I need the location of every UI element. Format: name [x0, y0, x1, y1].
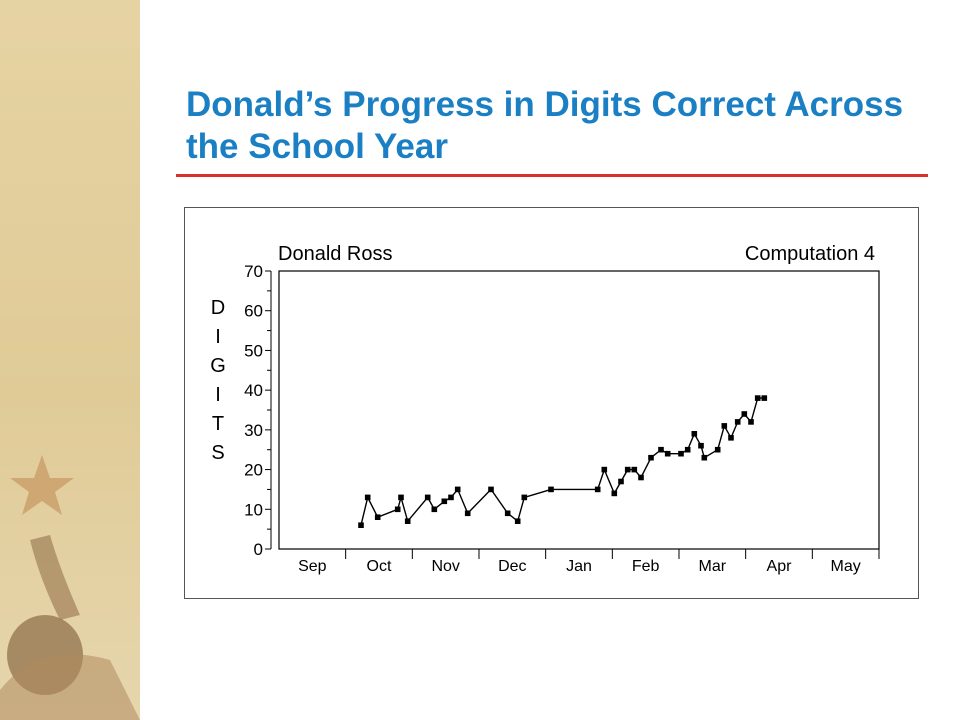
data-point [748, 419, 754, 425]
x-tick-label: Nov [431, 558, 459, 575]
data-point [648, 454, 654, 461]
y-label-letter: T [212, 413, 224, 435]
x-tick-label: Feb [632, 558, 660, 575]
data-point [404, 518, 411, 524]
side-panel [0, 0, 140, 720]
data-point [448, 494, 454, 501]
x-tick-label: Oct [367, 558, 392, 575]
data-point [734, 419, 741, 425]
y-tick-label: 30 [244, 421, 263, 440]
y-tick-label: 20 [244, 461, 263, 480]
y-tick-label: 70 [244, 262, 263, 281]
data-point [594, 486, 601, 493]
data-point [754, 395, 761, 401]
student-arm [30, 535, 80, 620]
y-label-letter: G [210, 355, 226, 377]
chart-title: Donald Ross [278, 243, 393, 265]
y-label-letter: I [215, 326, 221, 348]
y-label-letter: S [211, 442, 224, 464]
chart-subtitle: Computation 4 [745, 243, 875, 265]
data-point [394, 506, 401, 513]
student-body [0, 654, 140, 720]
y-tick-label: 40 [244, 381, 263, 400]
data-point [684, 446, 691, 453]
data-point [714, 446, 721, 453]
data-point [464, 510, 471, 517]
data-point [441, 498, 448, 505]
x-tick-label: Apr [767, 558, 793, 575]
data-point [698, 442, 704, 449]
star-shape [10, 455, 74, 515]
data-point [504, 510, 511, 517]
y-tick-label: 50 [244, 341, 263, 360]
data-point [514, 518, 521, 524]
data-point [691, 431, 698, 437]
data-point [624, 466, 631, 473]
y-tick-label: 60 [244, 302, 263, 321]
data-point [424, 494, 431, 501]
data-point [664, 450, 671, 457]
y-axis: 70 60 50 40 30 20 10 0 [244, 262, 272, 559]
x-tick-label: Sep [298, 558, 327, 575]
data-point [658, 446, 664, 453]
data-point [521, 494, 528, 501]
data-point [618, 478, 624, 485]
series-line [360, 397, 765, 526]
x-tick-label: May [831, 558, 861, 575]
student-star-art [0, 455, 140, 720]
data-point [454, 486, 461, 493]
data-point [374, 514, 381, 520]
data-point [631, 466, 638, 473]
data-point [741, 411, 748, 417]
y-tick-label: 10 [244, 500, 263, 519]
y-tick-label: 0 [254, 540, 263, 559]
x-tick-label: Mar [699, 558, 727, 575]
data-series [358, 395, 768, 528]
data-point [728, 435, 734, 441]
y-label-letter: D [211, 297, 225, 319]
data-point [431, 506, 438, 513]
title-rule [176, 174, 928, 177]
data-point [364, 494, 371, 501]
plot-area [278, 270, 880, 550]
x-tick-label: Dec [498, 558, 526, 575]
data-point [701, 454, 708, 461]
data-point [548, 486, 554, 493]
data-point [398, 494, 404, 501]
data-point [358, 522, 364, 528]
slide-title: Donald’s Progress in Digits Correct Acro… [186, 85, 904, 166]
data-point [638, 474, 644, 481]
y-label-letter: I [215, 384, 221, 406]
x-tick-label: Jan [566, 558, 592, 575]
data-point [488, 486, 494, 493]
data-point [611, 490, 618, 497]
data-point [721, 423, 728, 429]
x-axis: Sep Oct Nov Dec Jan Feb Mar Apr May [298, 549, 880, 575]
data-point [761, 395, 768, 401]
data-point [678, 450, 684, 457]
data-point [601, 466, 608, 473]
